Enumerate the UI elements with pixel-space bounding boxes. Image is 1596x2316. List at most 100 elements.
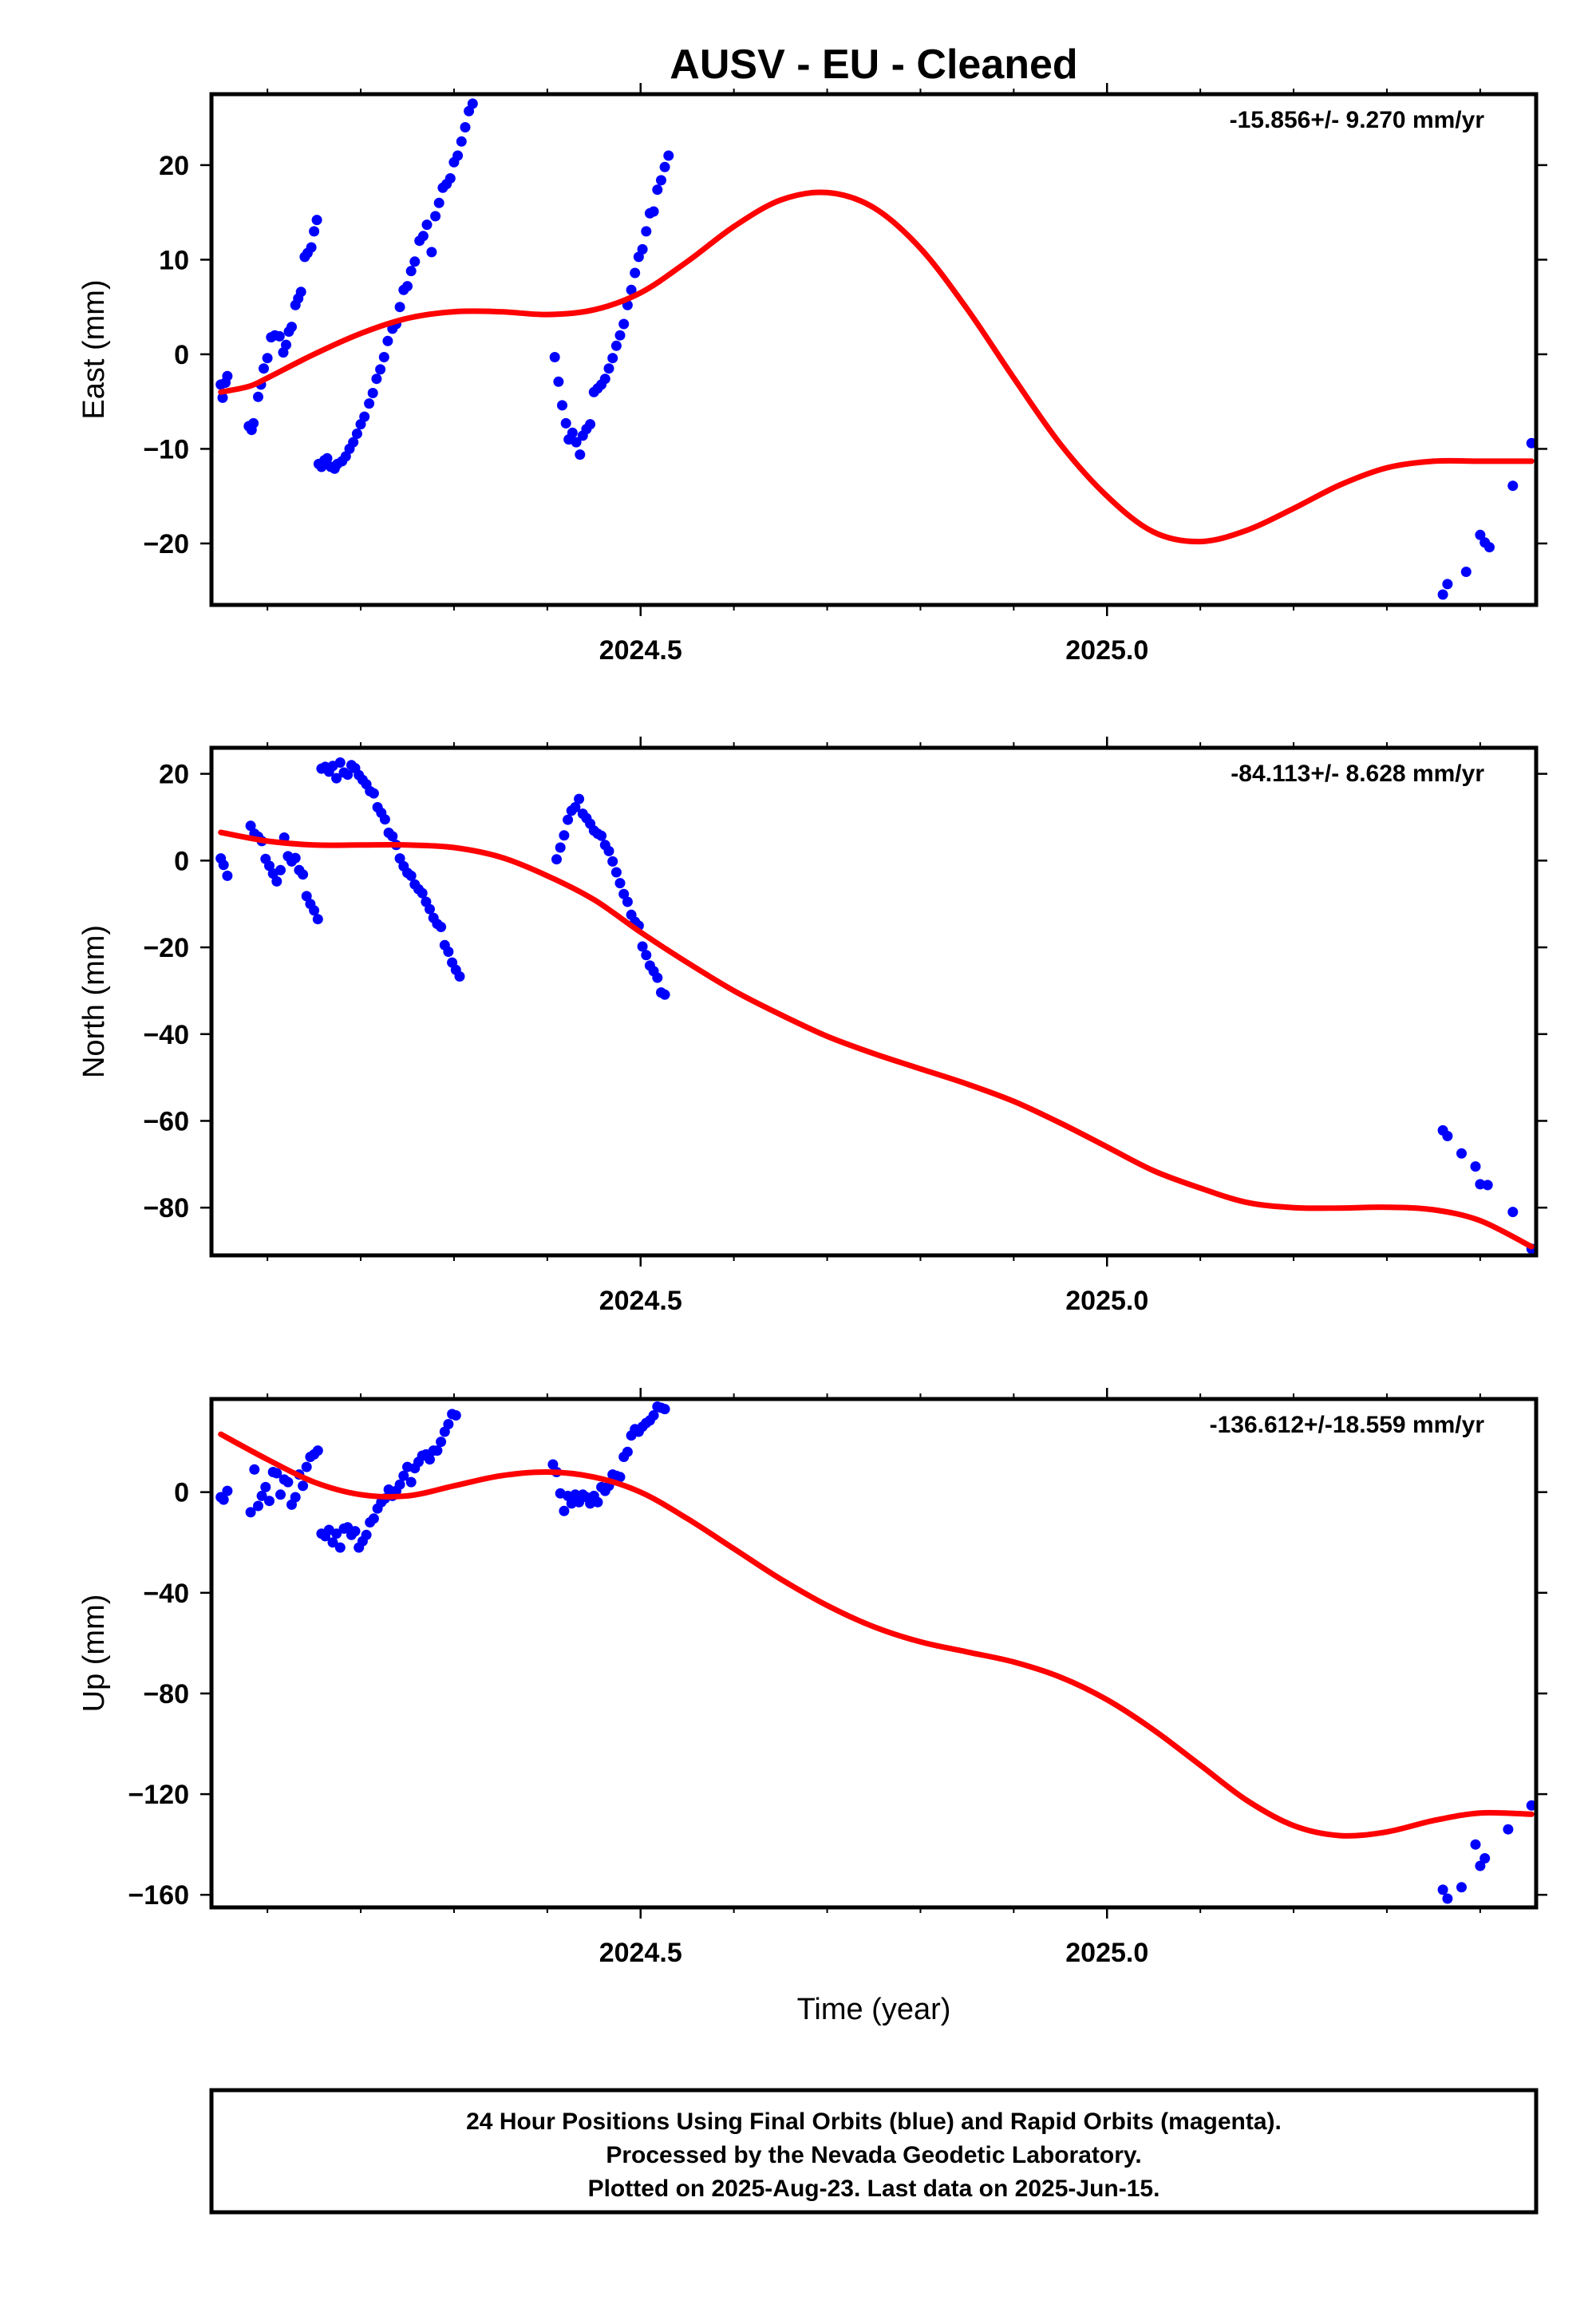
data-point <box>417 887 428 899</box>
data-point <box>271 875 282 887</box>
data-point <box>551 854 562 865</box>
data-point <box>301 1461 312 1472</box>
data-point <box>253 391 263 402</box>
data-point <box>295 287 306 298</box>
data-point <box>436 1437 447 1448</box>
data-point <box>659 989 670 1000</box>
data-point <box>402 281 413 292</box>
panel-north: −80 −60 −40 −20 0 20 2024.5 2025.0 -84.113+/- 8.… <box>77 737 1547 1316</box>
data-point <box>342 769 354 781</box>
y-tick-label: 20 <box>159 760 189 790</box>
data-point <box>334 1542 346 1553</box>
data-point <box>450 1410 461 1421</box>
data-point <box>575 449 586 460</box>
data-point <box>652 972 663 983</box>
data-point <box>1507 1207 1519 1218</box>
data-point <box>430 211 441 222</box>
panel-up: −160 −120 −80 −40 0 2024.5 2025.0 -136.612+/-18… <box>77 1388 1547 2026</box>
data-point <box>368 788 379 799</box>
data-point <box>456 136 467 147</box>
data-point <box>309 905 320 916</box>
axis-ticks: −80 −60 −40 −20 0 20 2024.5 2025.0 <box>143 737 1547 1316</box>
data-point <box>1442 1131 1453 1141</box>
data-point <box>436 922 447 932</box>
data-point <box>610 867 622 878</box>
data-point <box>281 339 291 350</box>
panel-east: −20 −10 0 10 20 2024.5 2025.0 -15.856+/- 9.270 … <box>77 83 1547 666</box>
data-point <box>282 1476 294 1488</box>
data-point <box>379 814 390 825</box>
data-point <box>264 1496 275 1507</box>
data-point <box>1507 480 1519 492</box>
data-point <box>260 1481 271 1492</box>
data-point <box>425 1454 435 1465</box>
velocity-annotation: -84.113+/- 8.628 mm/yr <box>1231 761 1484 787</box>
data-point <box>398 1470 409 1481</box>
data-point <box>311 215 322 226</box>
data-point <box>245 1507 256 1518</box>
data-point <box>622 896 633 907</box>
data-point <box>259 363 269 374</box>
data-point <box>467 98 478 109</box>
data-point <box>433 197 444 208</box>
data-point <box>549 352 560 362</box>
data-point <box>648 1410 659 1421</box>
x-tick-label: 2024.5 <box>599 1286 682 1316</box>
data-point <box>659 1404 670 1415</box>
data-point <box>1460 567 1472 577</box>
y-tick-label: −10 <box>143 434 189 464</box>
data-point <box>375 364 386 375</box>
x-tick-label: 2024.5 <box>599 635 682 666</box>
data-point <box>443 1419 454 1429</box>
data-point <box>371 373 382 385</box>
data-point <box>1470 1161 1481 1172</box>
data-point <box>1437 1884 1448 1895</box>
data-point <box>256 1490 267 1501</box>
footer-line-3: Plotted on 2025-Aug-23. Last data on 202… <box>588 2176 1160 2202</box>
data-point <box>563 814 574 825</box>
x-tick-label: 2025.0 <box>1065 1938 1148 1968</box>
data-point <box>460 122 471 132</box>
data-point <box>394 853 405 864</box>
footer-frame <box>209 2088 1539 2215</box>
data-point <box>348 437 359 448</box>
y-tick-label: 10 <box>159 245 189 275</box>
plot-frame <box>209 92 1539 607</box>
data-point <box>596 830 607 841</box>
data-point <box>364 398 375 409</box>
data-point <box>641 950 652 961</box>
y-tick-label: −160 <box>128 1880 189 1911</box>
data-point <box>249 1464 260 1475</box>
data-point <box>614 330 626 341</box>
data-point <box>567 427 578 438</box>
data-point <box>585 419 596 430</box>
data-point <box>614 1472 626 1483</box>
data-point <box>248 417 259 429</box>
data-point <box>417 231 429 242</box>
data-point <box>217 392 228 403</box>
velocity-annotation: -136.612+/-18.559 mm/yr <box>1210 1412 1485 1438</box>
footer-line-2: Processed by the Nevada Geodetic Laborat… <box>606 2142 1141 2168</box>
data-point <box>405 1476 417 1488</box>
plot-area <box>215 98 1536 600</box>
y-tick-label: −120 <box>128 1780 189 1810</box>
y-tick-label: −40 <box>143 1579 189 1609</box>
data-point <box>637 941 648 952</box>
x-tick-label: 2025.0 <box>1065 635 1148 666</box>
data-point <box>559 830 570 841</box>
model-fit-line <box>218 829 1535 1250</box>
data-point <box>603 363 614 374</box>
data-point <box>382 335 393 346</box>
data-point <box>599 373 610 385</box>
data-point <box>394 1479 405 1490</box>
data-point <box>618 888 630 899</box>
data-point <box>405 266 417 277</box>
data-point <box>626 284 637 295</box>
x-axis-label: Time (year) <box>797 1993 951 2026</box>
data-point <box>409 256 421 267</box>
x-tick-label: 2024.5 <box>599 1938 682 1968</box>
data-point <box>1456 1148 1467 1159</box>
data-point <box>1482 1180 1493 1191</box>
data-point <box>298 869 309 880</box>
